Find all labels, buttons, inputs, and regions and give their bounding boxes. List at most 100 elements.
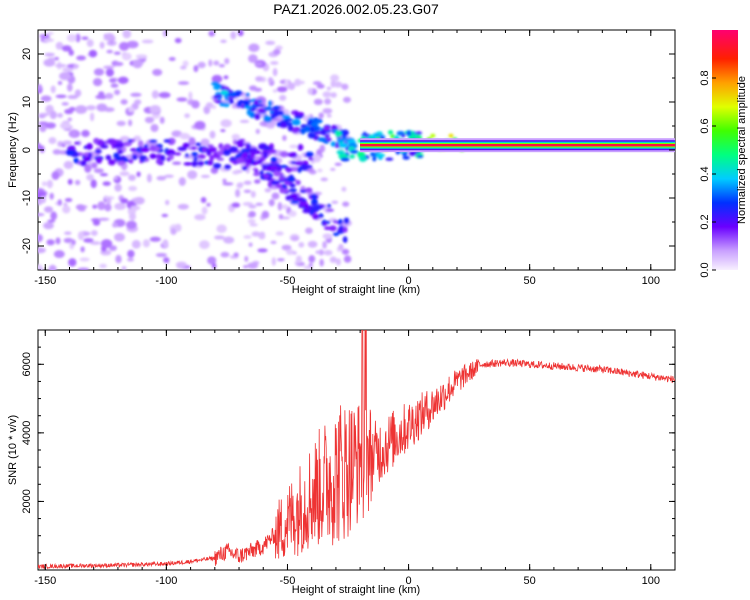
spectrogram-cell bbox=[73, 64, 79, 70]
spectrogram-cell bbox=[330, 92, 337, 98]
spectrogram-cell bbox=[41, 181, 47, 187]
spectrogram-cell bbox=[230, 31, 237, 40]
spectrogram-cell bbox=[248, 242, 253, 247]
spectrogram-cell bbox=[127, 249, 135, 258]
spectrogram-cell bbox=[322, 91, 332, 98]
spectrogram-cell bbox=[248, 211, 256, 218]
spectrogram-cell bbox=[133, 135, 141, 142]
spectrogram-cell bbox=[295, 255, 302, 264]
snr-ytick-label: 4000 bbox=[21, 421, 33, 445]
spectrogram-cell bbox=[259, 170, 264, 176]
spectrogram-cell bbox=[308, 157, 314, 161]
spectrogram-cell bbox=[93, 168, 104, 174]
spectrogram-cell bbox=[48, 264, 57, 270]
spectrogram-cell bbox=[130, 92, 142, 97]
spectrogram-cell bbox=[115, 154, 121, 162]
spectrogram-cell bbox=[53, 250, 65, 259]
spectrogram-cell bbox=[220, 251, 230, 258]
spectrogram-cell bbox=[370, 151, 375, 157]
spectrogram-cell bbox=[61, 45, 72, 52]
spectrogram-cell bbox=[448, 133, 454, 138]
spectrogram-cell bbox=[294, 115, 304, 119]
spectrogram-cell bbox=[166, 149, 176, 157]
spectrogram-cell bbox=[254, 62, 263, 66]
spectrogram-cell bbox=[86, 143, 93, 150]
spectrogram-cell bbox=[219, 102, 226, 107]
spectrogram-cell bbox=[193, 65, 199, 73]
spectrogram-cell bbox=[275, 183, 283, 189]
spectrogram-cell bbox=[63, 202, 68, 207]
spectrogram-cell bbox=[213, 85, 222, 91]
spectrogram-cell bbox=[117, 76, 129, 84]
snr-ytick-label: 6000 bbox=[21, 352, 33, 376]
spectrogram-cell bbox=[178, 81, 190, 85]
spectrogram-cell bbox=[242, 99, 250, 105]
spectrogram-cell bbox=[235, 103, 243, 107]
spectrogram-cell bbox=[254, 168, 259, 174]
spectrogram-cell bbox=[307, 87, 313, 95]
spectrogram-cell bbox=[64, 197, 73, 203]
spectrogram-cell bbox=[222, 178, 227, 183]
spectrogram-cell bbox=[260, 175, 265, 180]
spectrogram-cell bbox=[262, 146, 272, 151]
spectrogram-cell bbox=[38, 112, 50, 117]
colorbar-tick-label: 0.4 bbox=[699, 166, 711, 181]
spectrogram-xlabel: Height of straight line (km) bbox=[292, 284, 420, 296]
spectrogram-cell bbox=[358, 155, 367, 162]
spectrogram-cell bbox=[326, 203, 332, 208]
spectrogram-cell bbox=[341, 135, 348, 140]
spectrogram-cell bbox=[372, 156, 377, 162]
spectrogram-cell bbox=[131, 239, 141, 249]
spectrogram-cell bbox=[136, 171, 141, 177]
spectrogram-cell bbox=[270, 115, 276, 120]
spectrogram-cell bbox=[103, 65, 115, 69]
spectrogram-cell bbox=[288, 152, 298, 158]
spectrogram-cell bbox=[149, 105, 161, 114]
spectrogram-cell bbox=[128, 174, 136, 181]
spectrogram-cell bbox=[155, 252, 168, 258]
spectrogram-ytick-label: 0 bbox=[21, 147, 33, 153]
spectrogram-cell bbox=[299, 127, 306, 135]
spectrogram-cell bbox=[97, 217, 110, 221]
spectrogram-cell bbox=[235, 140, 245, 145]
spectrogram-ytick-label: -20 bbox=[21, 238, 33, 254]
spectrogram-cell bbox=[271, 180, 281, 185]
spectrogram-cell bbox=[174, 152, 182, 156]
spectrogram-cell bbox=[237, 182, 244, 187]
spectrogram-cell bbox=[187, 170, 198, 180]
spectrogram-cell bbox=[75, 105, 88, 114]
spectrogram-cell bbox=[297, 166, 302, 174]
spectrogram-cell bbox=[194, 214, 206, 221]
spectrogram-cell bbox=[255, 202, 263, 206]
spectrogram-cell bbox=[222, 182, 234, 186]
spectrogram-cell bbox=[336, 149, 345, 155]
spectrogram-cell bbox=[211, 81, 219, 86]
spectrogram-cell bbox=[83, 238, 94, 243]
spectrogram-cell bbox=[110, 83, 119, 88]
spectrogram-cell bbox=[323, 249, 333, 256]
spectrogram-cell bbox=[322, 241, 327, 249]
spectrogram-cell bbox=[94, 149, 102, 154]
snr-ylabel: SNR (10 * v/v) bbox=[7, 415, 19, 485]
spectrogram-cell bbox=[131, 138, 136, 143]
spectrogram-cell bbox=[270, 156, 278, 163]
spectrogram-cell bbox=[218, 63, 225, 68]
spectrogram-cell bbox=[387, 130, 394, 135]
spectrogram-cell bbox=[208, 30, 215, 37]
spectrogram-cell bbox=[77, 267, 90, 270]
spectrogram-cell bbox=[38, 264, 43, 270]
spectrogram-cell bbox=[412, 134, 418, 139]
spectrogram-xtick-label: -150 bbox=[34, 275, 56, 287]
spectrogram-ytick-label: -10 bbox=[21, 190, 33, 206]
spectrogram-cell bbox=[276, 86, 288, 93]
spectrogram-cell bbox=[301, 165, 310, 170]
spectrogram-cell bbox=[342, 236, 348, 243]
spectrogram-cell bbox=[89, 112, 95, 122]
spectrogram-cell bbox=[59, 71, 71, 81]
carrier-band bbox=[360, 144, 675, 147]
spectrogram-cell bbox=[86, 39, 94, 47]
spectrogram-cell bbox=[199, 240, 210, 250]
spectrogram-cell bbox=[81, 129, 90, 138]
spectrogram-cell bbox=[108, 139, 118, 146]
spectrogram-cell bbox=[255, 76, 264, 82]
